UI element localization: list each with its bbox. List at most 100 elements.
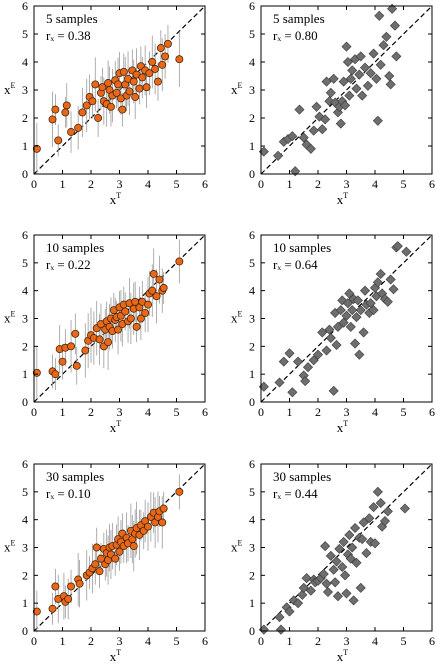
data-point bbox=[132, 322, 141, 331]
data-point bbox=[382, 296, 393, 307]
data-point bbox=[118, 105, 127, 114]
data-point bbox=[300, 376, 311, 387]
y-axis-label-sup: E bbox=[238, 310, 243, 319]
data-point bbox=[341, 41, 352, 52]
y-tick-label: 0 bbox=[249, 395, 255, 409]
x-tick-label: 5 bbox=[401, 634, 407, 648]
x-tick-label: 4 bbox=[372, 177, 378, 191]
data-point bbox=[362, 80, 373, 91]
data-point bbox=[67, 342, 76, 351]
data-point bbox=[328, 73, 339, 84]
y-tick-label: 2 bbox=[22, 568, 28, 582]
data-point bbox=[328, 385, 339, 396]
y-tick-label: 5 bbox=[22, 27, 28, 41]
data-point bbox=[354, 69, 365, 80]
sample-count-annotation: 10 samples bbox=[273, 240, 331, 255]
data-point bbox=[293, 598, 304, 609]
y-tick-label: 1 bbox=[22, 139, 28, 153]
x-tick-label: 2 bbox=[88, 177, 94, 191]
y-tick-label: 4 bbox=[22, 284, 28, 298]
x-tick-label: 1 bbox=[287, 634, 293, 648]
data-point bbox=[104, 338, 113, 347]
data-point bbox=[372, 277, 383, 288]
data-point bbox=[341, 310, 352, 321]
data-point bbox=[158, 60, 167, 69]
y-tick-label: 3 bbox=[249, 312, 255, 326]
y-tick-label: 3 bbox=[22, 312, 28, 326]
data-point bbox=[301, 573, 312, 584]
data-point bbox=[344, 529, 355, 540]
x-tick-label: 0 bbox=[258, 177, 264, 191]
data-point bbox=[369, 538, 381, 549]
data-point bbox=[273, 150, 284, 161]
data-point bbox=[341, 588, 352, 599]
data-point bbox=[361, 548, 372, 559]
x-axis-label: xT bbox=[337, 419, 349, 435]
data-point bbox=[351, 83, 362, 94]
y-axis-label: xE bbox=[4, 539, 16, 555]
data-point bbox=[342, 298, 353, 309]
data-point bbox=[51, 105, 60, 114]
data-point bbox=[378, 40, 389, 51]
data-point bbox=[320, 114, 331, 125]
data-point bbox=[161, 52, 170, 61]
sample-count-annotation: 5 samples bbox=[273, 11, 325, 26]
data-point bbox=[331, 556, 342, 567]
data-point bbox=[278, 356, 289, 367]
data-point bbox=[347, 65, 358, 76]
data-point bbox=[328, 564, 339, 575]
data-point bbox=[332, 591, 343, 602]
data-point bbox=[141, 308, 150, 317]
y-tick-label: 0 bbox=[22, 167, 28, 181]
data-point bbox=[388, 284, 399, 295]
y-tick-label: 6 bbox=[22, 457, 28, 471]
data-point bbox=[351, 312, 362, 323]
data-point bbox=[318, 568, 329, 579]
data-point bbox=[91, 560, 100, 569]
data-point bbox=[352, 295, 363, 306]
data-point bbox=[92, 543, 101, 552]
x-tick-label: 3 bbox=[117, 634, 123, 648]
x-tick-label: 1 bbox=[287, 177, 293, 191]
y-tick-label: 5 bbox=[249, 27, 255, 41]
data-point bbox=[357, 90, 368, 101]
x-tick-label: 5 bbox=[174, 177, 180, 191]
data-point bbox=[325, 550, 336, 561]
data-point bbox=[357, 534, 368, 545]
data-point bbox=[368, 305, 379, 316]
y-tick-label: 1 bbox=[249, 367, 255, 381]
data-point bbox=[94, 114, 103, 122]
data-point bbox=[351, 557, 362, 568]
data-point bbox=[274, 612, 285, 623]
sample-count-annotation: 30 samples bbox=[46, 469, 104, 484]
data-point bbox=[350, 338, 361, 349]
plot-grid: 0 1 2 3 4 5 6 0 1 2 3 4 5 6 xT xE 5 samples rₓ = 0.38 0 1 2 3… bbox=[4, 0, 435, 664]
x-tick-label: 2 bbox=[315, 177, 321, 191]
x-axis-label: xT bbox=[337, 648, 349, 664]
data-point bbox=[144, 522, 152, 531]
y-tick-label: 2 bbox=[249, 568, 255, 582]
sample-count-annotation: 5 samples bbox=[46, 11, 98, 26]
data-point bbox=[74, 123, 83, 132]
data-point bbox=[365, 68, 376, 79]
y-tick-label: 6 bbox=[249, 457, 255, 471]
x-tick-label: 2 bbox=[88, 634, 94, 648]
x-tick-label: 5 bbox=[401, 405, 407, 419]
y-tick-label: 6 bbox=[249, 0, 255, 13]
y-tick-label: 2 bbox=[22, 111, 28, 125]
x-tick-label: 6 bbox=[202, 405, 208, 419]
data-point bbox=[81, 346, 90, 355]
data-point bbox=[158, 518, 167, 527]
x-axis-label: xT bbox=[110, 419, 122, 435]
y-tick-label: 3 bbox=[249, 541, 255, 555]
data-point bbox=[331, 339, 342, 350]
y-tick-label: 6 bbox=[22, 228, 28, 242]
data-point bbox=[340, 570, 351, 581]
chart-panel-4: 0 1 2 3 4 5 6 0 1 2 3 4 5 6 xT xE 10 samples rₓ = 0.64 bbox=[231, 228, 435, 435]
data-point bbox=[399, 503, 410, 514]
data-point bbox=[136, 314, 145, 323]
chart-panel-6: 0 1 2 3 4 5 6 0 1 2 3 4 5 6 xT xE 30 samples rₓ = 0.44 bbox=[231, 457, 435, 664]
y-tick-label: 4 bbox=[249, 284, 255, 298]
data-point bbox=[48, 604, 57, 613]
